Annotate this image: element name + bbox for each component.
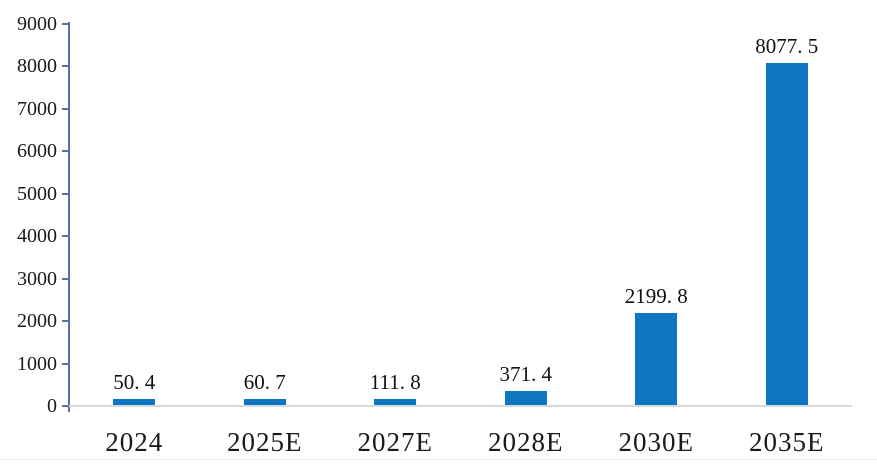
bottom-border-rule	[0, 459, 877, 460]
bar-value-label: 2199. 8	[624, 283, 688, 308]
y-tick-label: 8000	[17, 55, 57, 78]
bar	[113, 399, 156, 407]
y-tick-label: 9000	[17, 12, 57, 35]
y-axis-tick	[62, 277, 69, 280]
bar-value-label: 60. 7	[243, 370, 286, 395]
y-tick-label: 3000	[17, 267, 57, 290]
x-tick-label: 2024	[105, 427, 164, 457]
x-tick-label: 2027E	[357, 427, 433, 457]
y-tick-label: 1000	[17, 352, 57, 375]
bar-value-label: 8077. 5	[755, 33, 819, 58]
y-axis-line	[68, 22, 70, 412]
y-tick-label: 6000	[17, 140, 57, 163]
y-tick-label: 5000	[17, 182, 57, 205]
bar-value-label: 111. 8	[369, 370, 421, 395]
x-axis-line	[69, 405, 852, 408]
y-axis-tick	[62, 362, 69, 365]
bar	[243, 399, 286, 407]
x-tick-label: 2035E	[749, 427, 825, 457]
y-tick-label: 7000	[17, 97, 57, 120]
bar-value-label: 50. 4	[113, 370, 156, 395]
bar	[765, 62, 808, 407]
x-tick-label: 2025E	[227, 427, 303, 457]
y-axis-tick	[62, 192, 69, 195]
bar	[504, 390, 547, 407]
bar	[635, 312, 678, 407]
y-tick-label: 4000	[17, 225, 57, 248]
y-axis-tick	[62, 107, 69, 110]
bar-value-label: 371. 4	[499, 361, 553, 386]
y-axis-tick	[62, 22, 69, 25]
x-tick-label: 2030E	[618, 427, 694, 457]
y-axis-tick	[62, 235, 69, 238]
y-tick-label: 0	[47, 395, 57, 418]
y-tick-label: 2000	[17, 310, 57, 333]
x-tick-label: 2028E	[488, 427, 564, 457]
y-axis-tick	[62, 320, 69, 323]
y-axis-tick	[62, 150, 69, 153]
bar	[374, 399, 417, 407]
y-axis-tick	[62, 65, 69, 68]
y-axis-tick	[62, 405, 69, 408]
